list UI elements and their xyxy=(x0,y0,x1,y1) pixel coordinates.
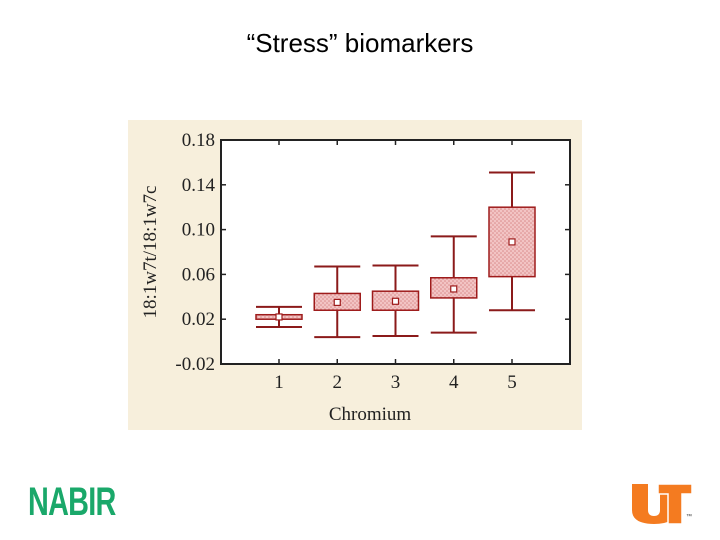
slide-title: “Stress” biomarkers xyxy=(246,28,474,58)
x-tick-label: 4 xyxy=(449,372,459,393)
x-axis-title: Chromium xyxy=(329,404,412,425)
y-tick-label: 0.10 xyxy=(182,220,215,241)
y-tick-label: 0.02 xyxy=(182,309,215,330)
box-group-5 xyxy=(488,171,536,312)
box-plot-figure: -0.02 0.02 0.06 0.10 0.14 0.18 1 2 3 4 5 Chromium… xyxy=(128,120,582,430)
median-marker xyxy=(391,297,400,305)
y-tick-label: 0.06 xyxy=(182,264,215,285)
x-tick-label: 5 xyxy=(507,372,517,393)
box-group-2 xyxy=(313,265,361,339)
box-group-1 xyxy=(255,305,303,329)
x-tick-label: 2 xyxy=(333,372,343,393)
median-marker xyxy=(450,285,458,293)
median-marker xyxy=(508,238,516,246)
median-marker xyxy=(275,313,283,321)
box-group-4 xyxy=(430,235,478,334)
ut-logo-icon xyxy=(632,483,693,525)
median-marker xyxy=(333,298,341,306)
trademark-mark: ™ xyxy=(686,514,692,520)
y-tick-label: -0.02 xyxy=(175,354,215,375)
box-group-3 xyxy=(371,264,420,337)
y-tick-label: 0.18 xyxy=(182,130,215,151)
x-tick-label: 3 xyxy=(391,372,401,393)
y-tick-label: 0.14 xyxy=(182,175,216,196)
x-tick-label: 1 xyxy=(274,372,284,393)
box-plot-chart: -0.02 0.02 0.06 0.10 0.14 0.18 1 2 3 4 5 Chromium… xyxy=(140,130,571,425)
y-axis-title: 18:1w7t/18:1w7c xyxy=(140,186,161,319)
nabir-logo: NABIR xyxy=(28,480,116,524)
